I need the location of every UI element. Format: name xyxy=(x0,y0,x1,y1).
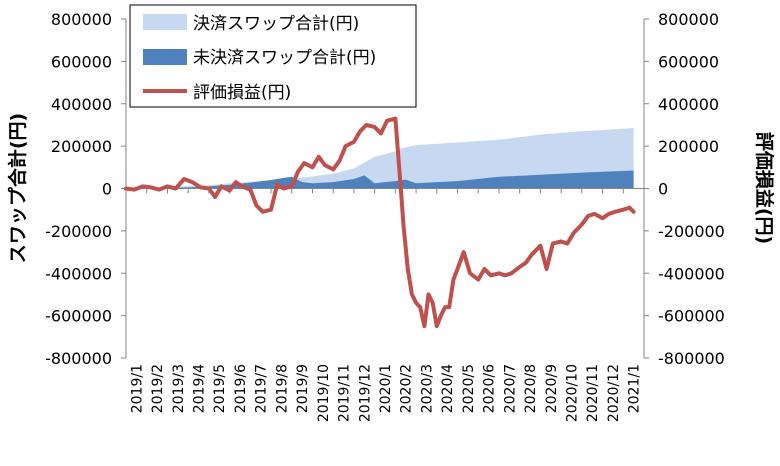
right-y-tick-label: -400000 xyxy=(658,264,725,283)
legend: 決済スワップ合計(円) 未決済スワップ合計(円) 評価損益(円) xyxy=(129,4,417,108)
x-tick-label: 2020/11 xyxy=(585,364,601,422)
x-tick-label: 2020/4 xyxy=(440,364,456,413)
x-tick-label: 2019/7 xyxy=(254,364,270,413)
left-y-tick-label: -800000 xyxy=(45,349,112,368)
x-tick-label: 2020/3 xyxy=(419,364,435,413)
right-y-tick-labels: 800000 600000 400000 200000 0 -200000 -400000 -… xyxy=(658,10,725,368)
right-y-tick-label: 200000 xyxy=(658,137,719,156)
left-y-tick-label: 200000 xyxy=(51,137,112,156)
x-tick-label: 2019/3 xyxy=(171,364,187,413)
right-y-tick-label: 400000 xyxy=(658,95,719,114)
left-y-tick-label: -400000 xyxy=(45,264,112,283)
left-y-tick-label: -600000 xyxy=(45,307,112,326)
x-tick-label: 2020/6 xyxy=(482,364,498,413)
left-y-tick-label: 0 xyxy=(102,180,112,199)
legend-label-unsettled: 未決済スワップ合計(円) xyxy=(193,48,376,68)
x-tick-label: 2020/12 xyxy=(606,364,622,422)
x-tick-label: 2020/7 xyxy=(502,364,518,413)
right-y-tick-label: 600000 xyxy=(658,52,719,71)
x-tick-label: 2020/9 xyxy=(544,364,560,413)
x-tick-label: 2019/9 xyxy=(295,364,311,413)
legend-swatch-unsettled xyxy=(143,49,187,65)
x-tick-label: 2020/8 xyxy=(523,364,539,413)
x-tick-labels: 2019/1 2019/2 2019/3 2019/4 2019/5 2019/6 2019… xyxy=(129,364,642,422)
x-tick-label: 2019/1 xyxy=(129,364,145,413)
settled-swap-area xyxy=(126,128,634,189)
pnl-line xyxy=(124,116,636,329)
x-tick-label: 2021/1 xyxy=(627,364,643,413)
legend-label-pnl: 評価損益(円) xyxy=(193,83,291,103)
right-y-tick-label: -600000 xyxy=(658,307,725,326)
left-y-tick-label: 400000 xyxy=(51,95,112,114)
right-y-tick-label: 800000 xyxy=(658,10,719,29)
right-y-tick-label: 0 xyxy=(658,180,668,199)
right-axis-title: 評価損益(円) xyxy=(753,132,776,244)
x-tick-label: 2020/2 xyxy=(399,364,415,413)
x-tick-label: 2019/10 xyxy=(316,364,332,422)
x-tick-label: 2020/10 xyxy=(565,364,581,422)
x-tick-label: 2020/5 xyxy=(461,364,477,413)
x-tick-label: 2019/5 xyxy=(212,364,228,413)
left-y-tick-label: -200000 xyxy=(45,222,112,241)
unsettled-swap-area-group xyxy=(126,170,634,189)
pnl-line-group xyxy=(124,116,636,329)
right-y-tick-label: -800000 xyxy=(658,349,725,368)
unsettled-swap-area xyxy=(126,170,634,189)
legend-swatch-settled xyxy=(143,14,187,30)
left-y-tick-label: 800000 xyxy=(51,10,112,29)
x-tick-label: 2019/6 xyxy=(233,364,249,413)
left-y-tick-label: 600000 xyxy=(51,52,112,71)
x-tick-label: 2019/8 xyxy=(274,364,290,413)
legend-label-settled: 決済スワップ合計(円) xyxy=(193,14,359,34)
x-tick-label: 2020/1 xyxy=(378,364,394,413)
x-tick-label: 2019/2 xyxy=(150,364,166,413)
left-y-tick-labels: 800000 600000 400000 200000 0 -200000 -400000 -… xyxy=(45,10,112,368)
x-tick-label: 2019/4 xyxy=(192,364,208,413)
settled-swap-area-group xyxy=(126,128,634,189)
left-axis-title: スワップ合計(円) xyxy=(6,113,29,263)
right-y-tick-label: -200000 xyxy=(658,222,725,241)
x-tick-label: 2019/11 xyxy=(337,364,353,422)
x-tick-label: 2019/12 xyxy=(357,364,373,422)
